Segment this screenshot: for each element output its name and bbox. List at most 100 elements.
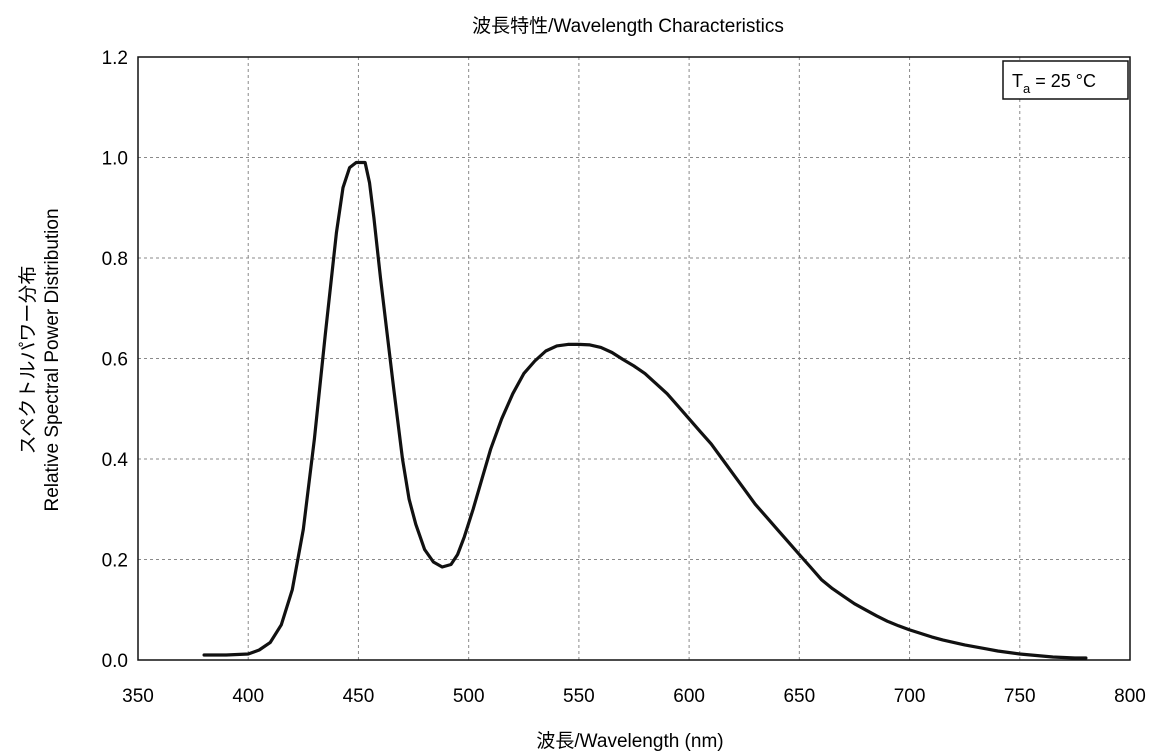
data-point: [379, 277, 382, 279]
data-point: [655, 382, 657, 385]
y-axis-label-english: Relative Spectral Power Distribution: [42, 208, 63, 511]
data-point: [1018, 653, 1021, 655]
data-point: [423, 548, 426, 551]
data-point: [589, 344, 591, 346]
data-point: [952, 641, 955, 644]
x-tick-label: 550: [563, 686, 595, 707]
axis-tick-labels: 350 400 450 500 550 600 650 700 750 800 0.0 0.2 0.4 0…: [102, 48, 1146, 707]
data-point: [567, 343, 569, 346]
data-point: [291, 588, 294, 591]
data-point: [644, 372, 646, 375]
y-tick-label: 0.4: [102, 450, 129, 471]
data-point: [534, 360, 536, 362]
data-point: [809, 566, 812, 568]
data-point: [798, 553, 801, 556]
annotation-symbol: T: [1012, 71, 1023, 91]
data-point: [472, 508, 474, 511]
data-point: [963, 644, 966, 646]
data-point: [941, 639, 944, 641]
x-tick-label: 650: [783, 686, 815, 707]
data-point: [313, 438, 316, 440]
data-point: [688, 418, 690, 420]
data-point: [489, 448, 492, 450]
data-point: [392, 387, 395, 390]
x-tick-label: 400: [232, 686, 264, 707]
data-point: [1030, 654, 1032, 656]
data-point: [481, 478, 483, 480]
data-point: [787, 541, 790, 543]
data-point: [897, 625, 900, 627]
data-point: [511, 392, 514, 395]
data-point: [401, 458, 404, 460]
data-point: [364, 161, 366, 164]
data-point: [1041, 655, 1043, 657]
data-point: [1063, 656, 1065, 659]
data-point: [441, 566, 444, 568]
annotation-box: [1002, 60, 1129, 100]
data-point: [699, 430, 701, 433]
x-tick-label: 750: [1004, 686, 1036, 707]
data-point: [710, 443, 712, 445]
data-point: [355, 161, 358, 164]
data-point: [732, 473, 734, 475]
data-point: [258, 649, 261, 651]
plot-frame: [137, 56, 1131, 661]
data-point: [342, 186, 344, 189]
data-point: [247, 653, 250, 655]
data-point: [633, 365, 635, 367]
data-point: [985, 648, 988, 650]
data-point: [666, 392, 668, 395]
y-tick-label: 1.2: [102, 48, 128, 69]
data-point: [225, 654, 227, 656]
data-point: [203, 654, 205, 656]
data-point: [463, 536, 466, 538]
data-point: [677, 405, 679, 408]
data-point: [335, 232, 338, 234]
data-point: [556, 345, 558, 347]
data-point: [721, 458, 723, 460]
annotation-subscript: a: [1023, 81, 1031, 96]
data-point: [1052, 656, 1054, 658]
x-tick-label: 800: [1114, 686, 1146, 707]
data-point: [930, 636, 933, 638]
data-point: [414, 523, 417, 526]
annotation-text: Ta = 25 °C: [1012, 71, 1096, 96]
data-point: [842, 595, 845, 597]
data-point: [1074, 657, 1076, 659]
y-tick-label: 0.6: [102, 350, 128, 371]
data-point: [743, 488, 746, 490]
data-point: [386, 332, 388, 335]
data-point: [450, 563, 452, 566]
data-point: [432, 561, 435, 563]
data-point: [373, 217, 375, 219]
data-point: [456, 553, 459, 556]
data-point: [348, 166, 351, 169]
x-tick-label: 700: [894, 686, 926, 707]
data-point: [853, 602, 856, 605]
grid-lines: [138, 57, 1130, 660]
data-point: [996, 650, 999, 652]
y-tick-label: 0.2: [102, 551, 128, 572]
data-point: [831, 587, 834, 590]
data-point: [1007, 651, 1010, 654]
data-point: [359, 161, 362, 164]
series-layer: [202, 160, 1088, 660]
data-point: [754, 503, 757, 506]
data-point: [545, 350, 547, 352]
data-point: [765, 515, 768, 518]
series-line: [202, 160, 1088, 660]
data-point: [280, 624, 283, 626]
chart-title: 波長特性/Wavelength Characteristics: [472, 15, 784, 37]
y-tick-label: 1.0: [102, 149, 128, 170]
data-point: [919, 632, 922, 635]
x-tick-label: 350: [122, 686, 154, 707]
data-point: [408, 498, 410, 501]
data-point: [886, 620, 889, 623]
x-tick-label: 600: [673, 686, 705, 707]
data-point: [820, 578, 823, 581]
data-point: [500, 418, 503, 420]
annotation-value: = 25 °C: [1030, 71, 1096, 91]
data-point: [600, 346, 602, 349]
data-point: [875, 614, 878, 617]
data-point: [269, 641, 272, 644]
